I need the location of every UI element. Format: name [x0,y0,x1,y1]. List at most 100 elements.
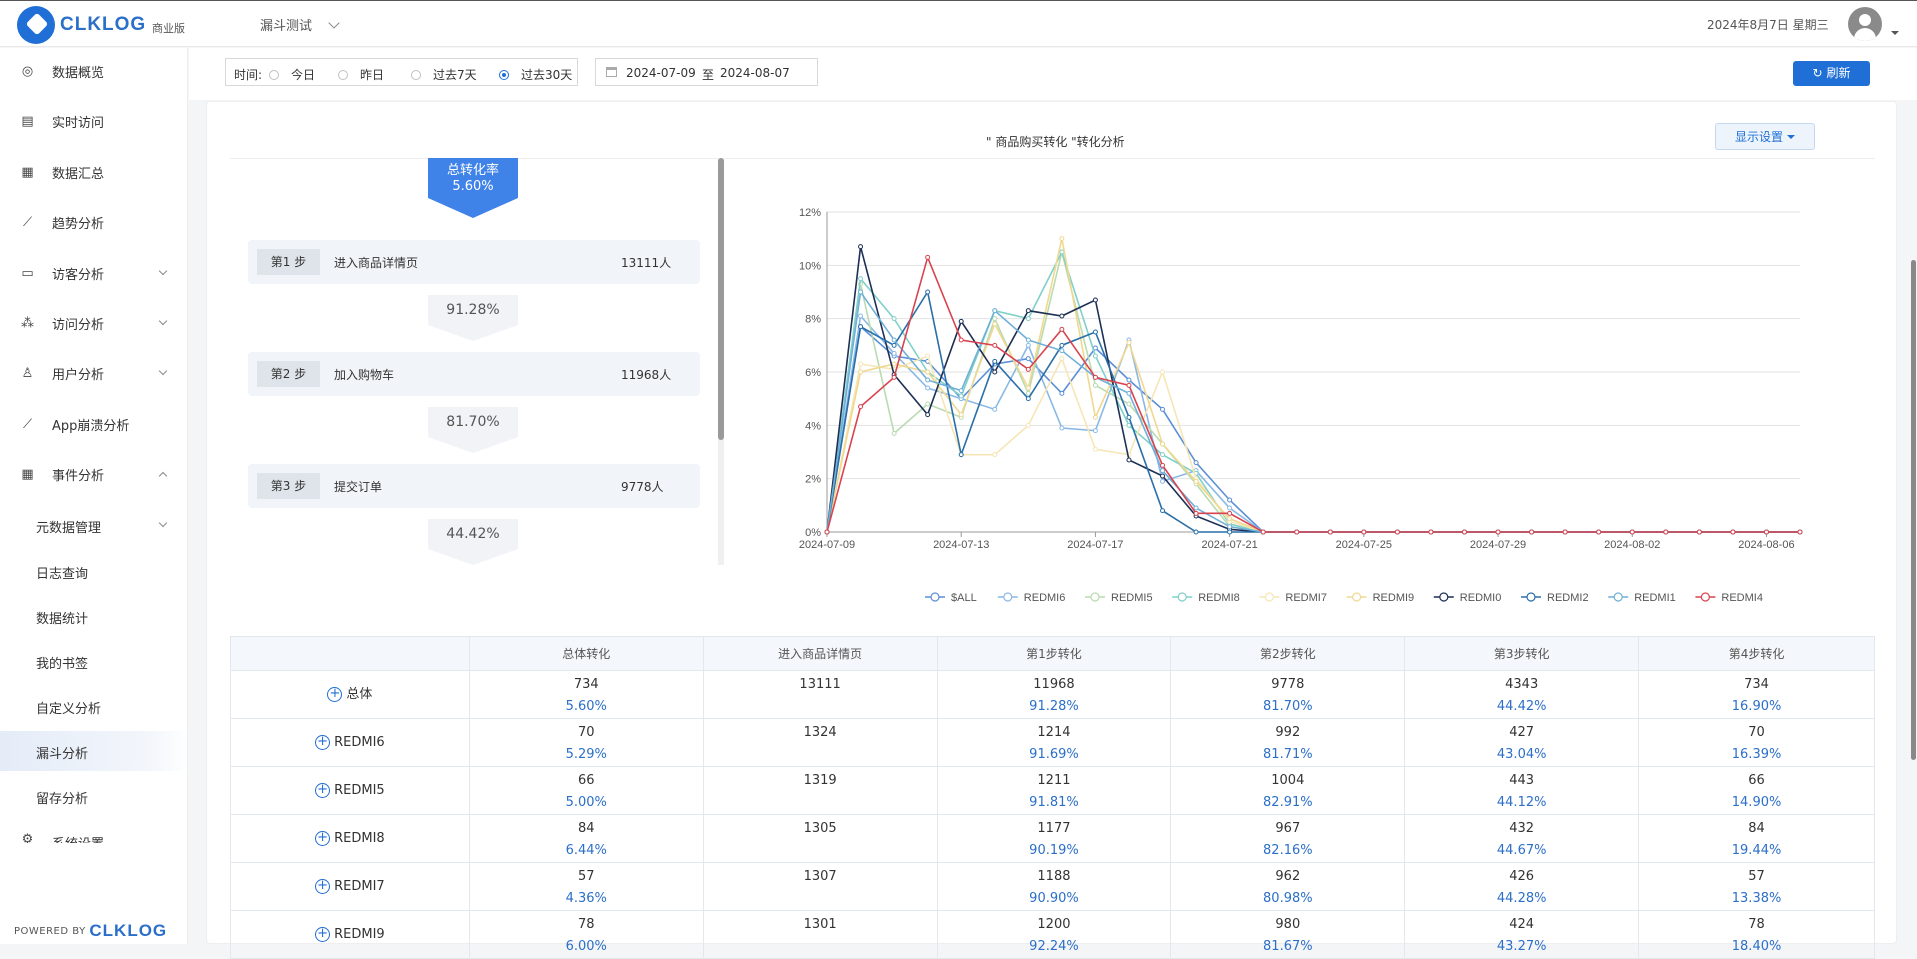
cell-percent: 19.44% [1731,843,1782,858]
data-point [1092,297,1098,303]
project-selector[interactable]: 漏斗测试 [260,15,340,34]
sidebar-item-summary[interactable]: ▦ 数据汇总 [21,164,105,182]
data-point [992,358,998,364]
sidebar-subitem-custom[interactable]: 自定义分析 [36,702,102,717]
data-point [958,318,964,324]
table-cell: 980 81.67% [1170,910,1406,959]
cell-value: 734 [573,677,599,692]
sidebar-item-crash[interactable]: ⟋ App崩溃分析 [0,404,187,444]
cell-percent: 44.42% [1496,699,1547,714]
caret-down-icon[interactable] [1891,31,1899,35]
cell-percent: 90.90% [1029,891,1079,906]
scrollbar-thumb[interactable] [718,158,724,440]
radio-last7days[interactable]: 过去7天 [411,66,477,83]
table-cell: 57 13.38% [1638,862,1875,911]
sidebar-subitem-retention[interactable]: 留存分析 [36,792,89,807]
table-cell: 1214 91.69% [936,718,1172,767]
cell-value: 78 [1748,917,1765,932]
data-point [891,430,897,436]
expand-icon[interactable]: + [327,686,343,702]
col-header: 第4步转化 [1638,636,1875,671]
cell-value: 70 [577,725,595,740]
cell-value: 1211 [1037,773,1071,788]
col-header: 进入商品详情页 [702,636,938,671]
legend-marker [1264,592,1274,602]
sidebar-item-event[interactable]: ▦ 事件分析 [0,454,187,494]
sidebar-item-user[interactable]: ♙ 用户分析 [0,353,187,393]
legend-label: REDMI5 [1111,592,1153,604]
sidebar-subitem-log-query[interactable]: 日志查询 [36,567,89,582]
data-point [858,244,864,250]
cell-percent: 6.44% [565,843,607,858]
col-header: 第3步转化 [1404,636,1640,671]
legend-label: REDMI4 [1721,592,1763,604]
expand-icon[interactable]: + [315,926,331,942]
col-header: 总体转化 [468,636,704,671]
date-range-picker[interactable]: 2024-07-09 至 2024-08-07 [595,58,818,86]
x-tick-label: 2024-07-09 [799,539,855,551]
table-cell: 78 6.00% [468,910,704,959]
sidebar-item-trend[interactable]: ⟋ 趋势分析 [0,202,187,242]
sidebar-item-visitor[interactable]: ▭ 访客分析 [0,253,187,293]
data-point [1696,529,1702,535]
cell-value: 1004 [1271,773,1305,788]
sidebar-item-settings[interactable]: ⚙ 系统设置 [0,823,187,843]
sidebar-item-realtime[interactable]: ▤ 实时访问 [21,113,105,131]
sidebar-subitem-bookmarks[interactable]: 我的书签 [36,657,89,672]
row-name-cell[interactable]: + 总体 [230,670,470,719]
data-point [1193,460,1199,466]
data-point [1495,529,1501,535]
legend-label: REDMI1 [1634,592,1676,604]
cell-value: 1319 [803,773,837,788]
display-settings-button[interactable]: 显示设置 [1715,123,1815,150]
expand-icon[interactable]: + [315,878,331,894]
expand-icon[interactable]: + [315,734,331,750]
sidebar-subitem-funnel[interactable]: 漏斗分析 [0,731,187,771]
cell-value: 57 [577,869,595,884]
row-name: REDMI7 [334,878,385,894]
cell-percent: 80.98% [1263,891,1313,906]
row-name-cell[interactable]: + REDMI6 [230,718,470,767]
table-row: + REDMI9 78 6.00% 1301 1200 92.24% 980 81.67% 424… [230,910,1875,959]
data-point [958,452,964,458]
cell-value: 66 [1748,773,1765,788]
data-point [858,313,864,319]
cell-value: 1301 [803,917,837,932]
data-point [958,412,964,418]
cell-value: 1188 [1037,869,1071,884]
sidebar-subitem-metadata[interactable]: 元数据管理 [0,505,187,545]
data-point [1092,428,1098,434]
data-point [992,308,998,314]
cell-percent: 4.36% [565,891,607,906]
cell-value: 1307 [803,869,837,884]
sidebar-item-overview[interactable]: ◎ 数据概览 [21,63,105,81]
data-point [1529,529,1535,535]
x-tick-label: 2024-07-25 [1336,539,1392,551]
cell-percent: 13.38% [1731,891,1782,906]
row-name-cell[interactable]: + REDMI9 [230,910,470,959]
legend-label: REDMI2 [1547,592,1589,604]
row-name-cell[interactable]: + REDMI8 [230,814,470,863]
data-point [1797,529,1803,535]
page-scrollbar[interactable] [1911,260,1916,760]
radio-last30days[interactable]: 过去30天 [499,66,572,83]
expand-icon[interactable]: + [315,782,331,798]
sidebar-subitem-data-stats[interactable]: 数据统计 [36,612,89,627]
data-point [858,369,864,375]
refresh-button[interactable]: ↻ 刷新 [1793,61,1870,86]
data-point [958,337,964,343]
expand-icon[interactable]: + [315,830,331,846]
radio-yesterday[interactable]: 昨日 [338,66,384,83]
avatar[interactable] [1848,7,1882,41]
app-logo[interactable]: CLKLOG [17,6,146,44]
row-name-cell[interactable]: + REDMI5 [230,766,470,815]
data-point [1160,452,1166,458]
row-name-cell[interactable]: + REDMI7 [230,862,470,911]
data-point [1160,473,1166,479]
data-point [858,324,864,330]
sidebar-item-visit[interactable]: ⁂ 访问分析 [0,303,187,343]
funnel-scrollbar[interactable] [718,158,724,565]
radio-today[interactable]: 今日 [269,66,315,83]
total-conversion: 总转化率 5.60% [428,158,518,198]
table-row: + 总体 734 5.60% 13111 11968 91.28% 9778 81.70% 434… [230,670,1875,719]
